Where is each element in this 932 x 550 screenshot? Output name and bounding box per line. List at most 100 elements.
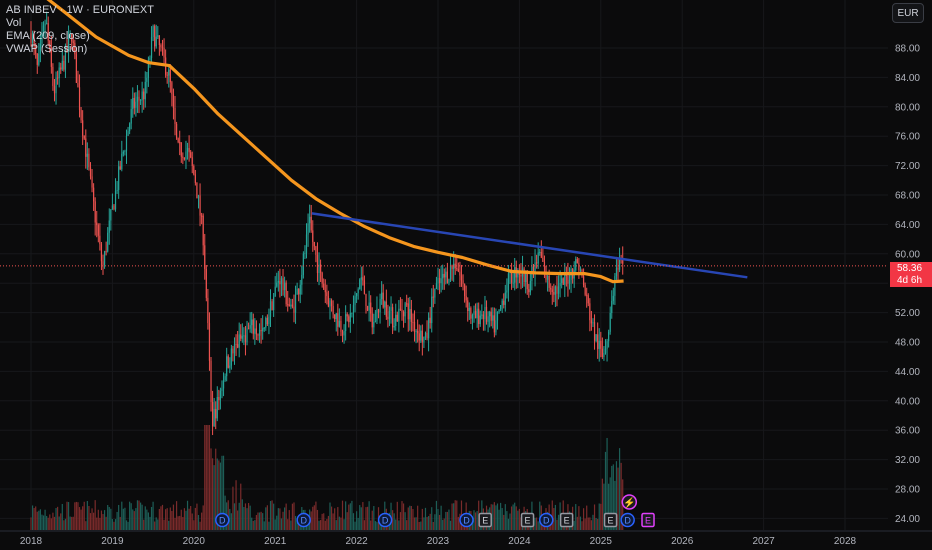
candle-body [179,142,181,144]
candle-body [334,314,336,320]
candle-body [456,268,458,270]
volume-bar [144,506,146,530]
candle-body [202,215,204,246]
candle-body [459,271,461,276]
volume-bar [282,511,284,530]
volume-bar [108,507,110,530]
volume-bar [182,517,184,530]
volume-bar [453,503,455,530]
volume-bar [230,513,232,530]
candle-body [496,312,499,321]
candle-body [586,294,588,296]
candle-body [359,279,361,290]
split-marker[interactable]: ⚡ [621,494,638,510]
volume-bar [335,520,337,530]
volume-bar [127,521,129,530]
candle-body [277,281,279,283]
volume-bar [232,486,234,530]
x-tick-label: 2020 [183,536,206,547]
candle-body [503,300,505,305]
volume-bar [553,508,555,530]
candle-body [504,292,506,305]
volume-bar [609,477,611,530]
volume-bar [107,504,109,530]
volume-bar [318,520,320,530]
candle-body [501,300,503,306]
candle-body [83,135,85,139]
dividend-icon [539,512,554,528]
candle-body [597,334,599,349]
volume-bar [103,510,106,530]
dividend-marker[interactable]: D [459,512,474,528]
volume-bar [279,508,281,530]
dividend-marker[interactable]: D [215,512,230,528]
volume-bar [592,514,594,530]
volume-bar [174,517,176,530]
volume-bar [442,519,444,530]
candle-body [575,259,577,271]
volume-bar [180,509,182,530]
volume-bar [615,461,618,530]
volume-bar [160,506,162,530]
marker-label: D [543,516,550,526]
earnings-marker[interactable]: E [478,512,492,528]
earnings-marker[interactable]: E [603,512,618,528]
x-tick-label: 2028 [834,536,857,547]
lightning-icon [621,494,638,510]
volume-bar [82,506,84,530]
symbol-title[interactable]: AB INBEV · 1W · EURONEXT [6,4,154,16]
candle-body [139,100,142,102]
candle-body [116,189,118,191]
candle-body [305,234,308,253]
volume-bar [168,520,170,530]
x-axis[interactable]: 2018 2019 2020 2021 2022 2023 2024 2025 2026 2027… [0,530,932,550]
candle-body [540,251,542,258]
volume-bar [332,513,334,530]
volume-bar [155,517,157,530]
earnings-marker[interactable]: E [520,512,535,528]
earnings-marker[interactable]: E [641,512,655,528]
volume-bar [449,520,452,530]
candle-body [144,81,146,100]
volume-bar [409,505,411,530]
candle-body [243,335,245,337]
event-markers[interactable]: D D D D E E D E E D E⚡ [215,494,655,528]
candle-body [343,330,345,336]
ema-indicator-label[interactable]: EMA (209, close) [6,30,90,42]
dividend-marker[interactable]: D [377,512,393,528]
candle-body [481,314,483,316]
earnings-marker[interactable]: E [559,512,574,528]
candle-body [517,272,519,278]
vwap-indicator-label[interactable]: VWAP (Session) [6,43,88,55]
volume-bar [618,448,621,530]
volume-bar [590,520,593,530]
volume-indicator-label[interactable]: Vol [6,17,22,29]
dividend-marker[interactable]: D [620,512,635,528]
dividend-marker[interactable]: D [539,512,554,528]
dividend-marker[interactable]: D [296,512,311,528]
candle-body [154,26,156,47]
volume-bar [534,517,536,530]
volume-bar [266,505,268,530]
candle-body [437,277,439,284]
currency-button[interactable]: EUR [892,3,924,23]
candle-body [31,37,34,43]
marker-label: D [300,516,307,526]
trendline-drawing[interactable] [311,212,748,279]
volume-bar [74,502,76,530]
volume-bar [139,502,142,530]
candle-body [221,388,223,391]
trendline[interactable] [311,212,748,279]
candle-body [110,209,112,221]
candle-body [429,317,431,324]
candle-body [345,314,347,331]
x-axis-background [0,531,932,550]
volume-bar [617,467,619,530]
last-price-badge: 58.36 4d 6h [890,262,932,287]
candle-body [88,153,90,168]
candle-body [91,176,93,188]
candle-body [298,288,300,295]
volume-bar [573,520,575,530]
volume-bar [312,506,314,530]
